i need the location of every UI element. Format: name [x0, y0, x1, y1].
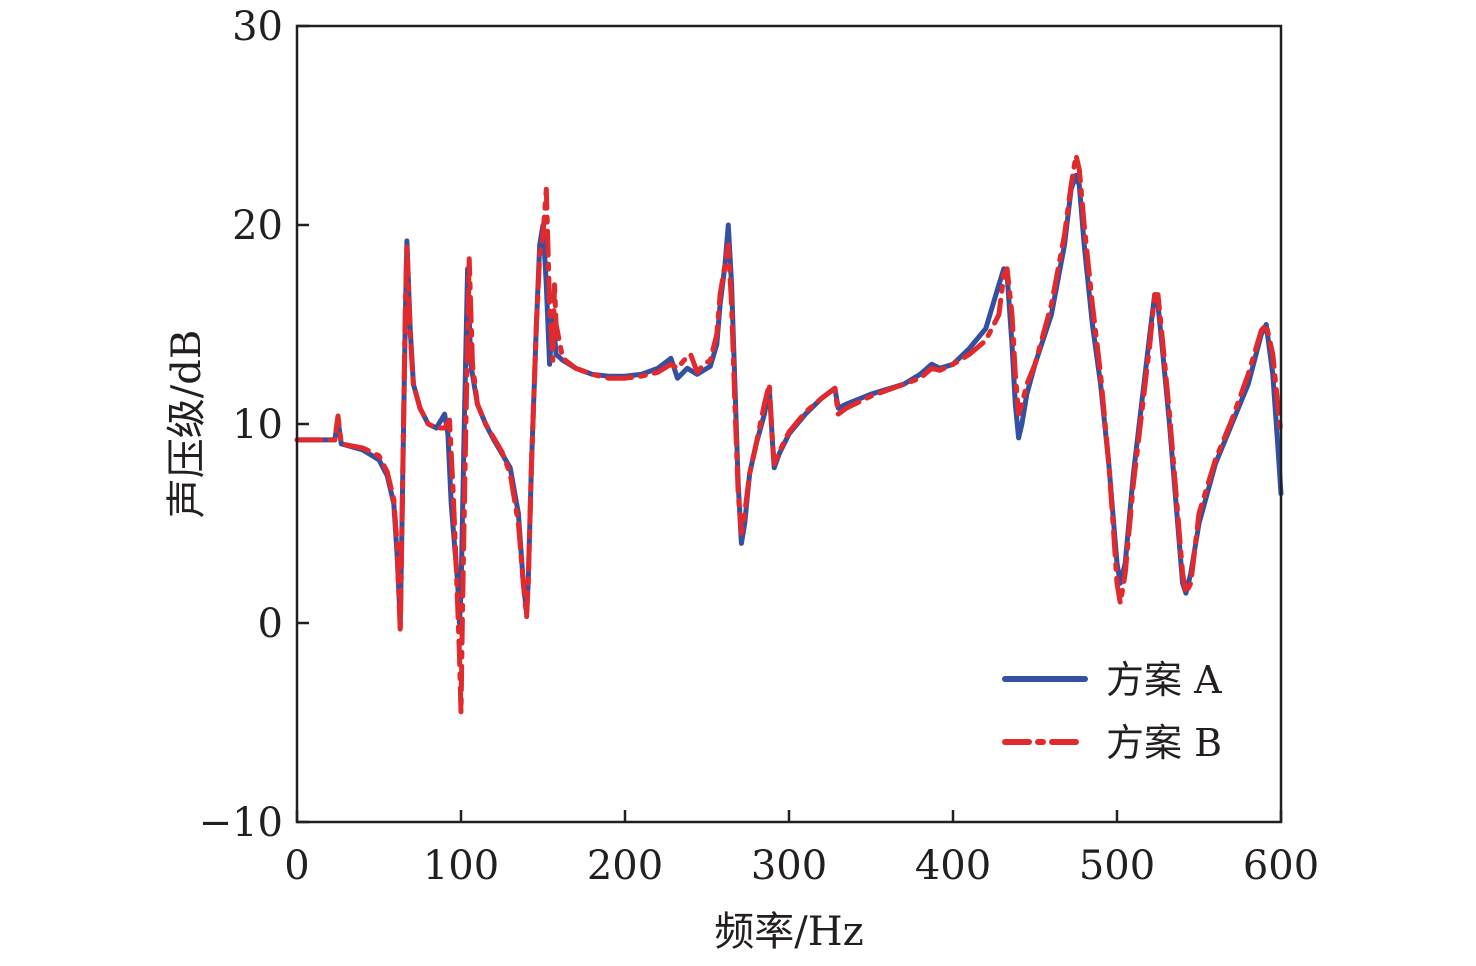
y-tick-label: −10 — [199, 800, 283, 846]
x-tick-label: 400 — [915, 843, 991, 889]
y-tick-label: 10 — [232, 402, 283, 448]
legend-label-series-b: 方案 B — [1106, 721, 1222, 765]
x-axis-ticks: 0 100 200 300 400 500 600 — [284, 810, 1319, 889]
plot-lines — [294, 152, 1284, 715]
x-tick-label: 0 — [284, 843, 309, 889]
x-tick-label: 200 — [587, 843, 663, 889]
y-tick-label: 30 — [232, 4, 283, 50]
x-tick-label: 500 — [1079, 843, 1155, 889]
x-tick-label: 600 — [1243, 843, 1319, 889]
x-tick-label: 100 — [423, 843, 499, 889]
x-axis-label: 频率/Hz — [714, 909, 863, 955]
series-line-b — [294, 152, 1284, 715]
y-axis-ticks: −10 0 10 20 30 — [199, 4, 309, 846]
y-tick-label: 20 — [232, 203, 283, 249]
y-axis-label: 声压级/dB — [164, 330, 210, 518]
legend-label-series-a: 方案 A — [1106, 658, 1222, 702]
legend: 方案 A 方案 B — [1002, 658, 1222, 765]
series-line-a — [294, 172, 1284, 626]
x-tick-label: 300 — [751, 843, 827, 889]
y-tick-label: 0 — [258, 601, 283, 647]
